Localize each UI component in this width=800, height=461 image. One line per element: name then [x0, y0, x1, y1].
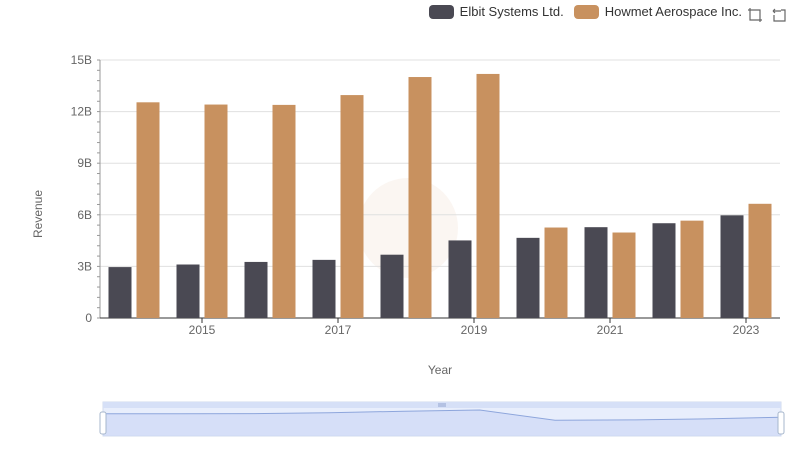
- bar-elbit-2022[interactable]: [652, 223, 676, 318]
- y-tick-label: 0: [85, 311, 92, 325]
- zoom-handle-left[interactable]: [99, 411, 107, 435]
- bar-howmet-2020[interactable]: [544, 227, 568, 318]
- zoom-handle-right[interactable]: [777, 411, 785, 435]
- x-axis-label: Year: [427, 363, 453, 377]
- bar-howmet-2016[interactable]: [272, 104, 296, 318]
- zoom-preview-line: [102, 409, 782, 421]
- bar-howmet-2015[interactable]: [204, 104, 228, 318]
- legend-swatch-howmet: [573, 4, 599, 19]
- bar-howmet-2023[interactable]: [748, 203, 772, 318]
- watermark-logo: [358, 178, 458, 278]
- zoom-move-handle[interactable]: [438, 403, 446, 407]
- x-tick-label: 2023: [733, 323, 760, 337]
- zoom-preview-area: [103, 410, 781, 436]
- bar-howmet-2019[interactable]: [476, 73, 500, 318]
- bar-howmet-2022[interactable]: [680, 220, 704, 318]
- legend-item-elbit[interactable]: Elbit Systems Ltd.: [428, 4, 564, 19]
- x-tick-label: 2015: [189, 323, 216, 337]
- zoom-icon[interactable]: [746, 6, 764, 24]
- y-tick-label: 12B: [71, 105, 92, 119]
- legend-label-howmet: Howmet Aerospace Inc.: [604, 4, 742, 19]
- legend-swatch-elbit: [428, 4, 454, 19]
- x-tick-label: 2019: [461, 323, 488, 337]
- bar-elbit-2015[interactable]: [176, 264, 200, 318]
- y-tick-label: 3B: [77, 259, 92, 273]
- y-tick-label: 15B: [71, 53, 92, 67]
- legend: Elbit Systems Ltd. Howmet Aerospace Inc.: [428, 4, 742, 19]
- y-tick-label: 6B: [77, 208, 92, 222]
- bar-howmet-2021[interactable]: [612, 232, 636, 318]
- x-tick-label: 2017: [325, 323, 352, 337]
- bar-howmet-2018[interactable]: [408, 77, 432, 318]
- legend-item-howmet[interactable]: Howmet Aerospace Inc.: [573, 4, 742, 19]
- restore-icon[interactable]: [770, 6, 788, 24]
- watermark-shape: [358, 178, 458, 278]
- bar-elbit-2021[interactable]: [584, 227, 608, 318]
- bar-elbit-2014[interactable]: [108, 267, 132, 318]
- x-tick-label: 2021: [597, 323, 624, 337]
- bar-elbit-2017[interactable]: [312, 259, 336, 318]
- bar-elbit-2023[interactable]: [720, 215, 744, 318]
- bar-elbit-2016[interactable]: [244, 261, 268, 318]
- bar-howmet-2014[interactable]: [136, 102, 160, 318]
- legend-label-elbit: Elbit Systems Ltd.: [459, 4, 564, 19]
- toolbox: [746, 6, 788, 24]
- bar-howmet-2017[interactable]: [340, 95, 364, 318]
- bar-elbit-2018[interactable]: [380, 254, 404, 318]
- bar-elbit-2020[interactable]: [516, 237, 540, 318]
- bar-elbit-2019[interactable]: [448, 240, 472, 318]
- y-tick-label: 9B: [77, 156, 92, 170]
